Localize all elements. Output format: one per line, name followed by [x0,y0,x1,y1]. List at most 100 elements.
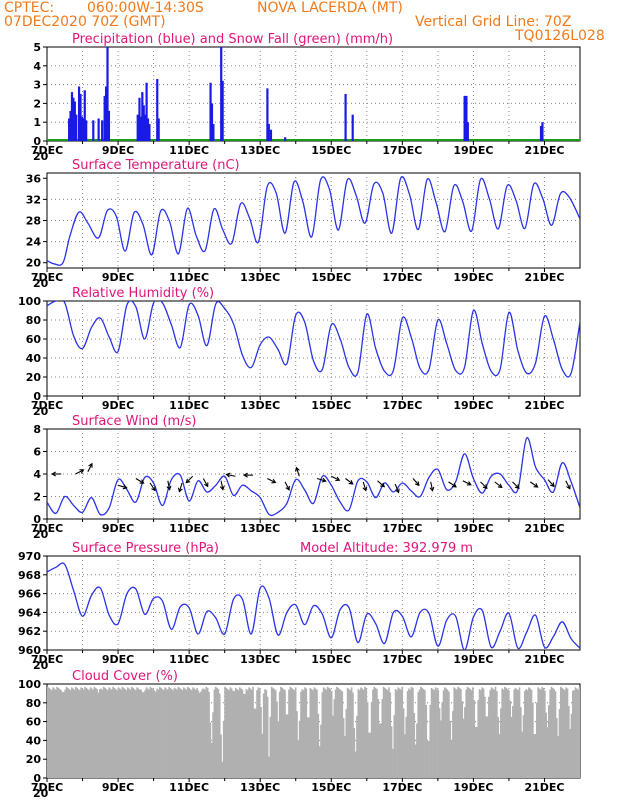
precip-bar [80,116,84,141]
cloud-bar [392,748,394,778]
wind-arrow-head [271,478,277,484]
cloud-bar [204,689,206,778]
cloud-bar [360,687,362,778]
cloud-bar [550,686,553,778]
cloud-bar [321,692,324,778]
cloud-bar [110,689,113,778]
wind-arrow-shaft [345,478,354,485]
cloud-bar [292,689,294,778]
precip-bar [104,86,108,141]
cloud-bar [285,714,288,778]
wind-series-line [47,437,580,517]
precip-bar [103,95,106,141]
cloud-bar [510,716,513,778]
cloud-bar [421,687,424,778]
cloud-bar [141,692,144,778]
cloud-bar [236,689,238,778]
cloud-bar [269,716,272,778]
pres-series-line [47,562,580,650]
cloud-bar [570,713,573,778]
cloud-bar [108,687,110,778]
cloud-bar [72,688,74,778]
cloud-bar [60,690,62,778]
precip-bar [266,88,269,141]
cloud-bar [120,689,122,778]
cloud-bar [253,708,256,778]
cloud-bar [297,740,300,778]
precip-xtick-label: 7DEC [31,144,63,157]
cloud-bar [377,699,380,778]
wind-arrow-head [414,481,420,487]
cloud-bar [545,712,547,778]
wind-arrow-head [550,482,555,488]
pres-xtick-label: 19DEC [453,653,493,666]
rh-plot-area [47,301,580,378]
cloud-bar [190,690,193,778]
cloud-bar [502,689,505,778]
cloud-bar [280,686,282,778]
cloud-bar [482,688,485,778]
precip-year-fragment: 20 [33,150,49,163]
wind-arrow-shaft [565,480,571,490]
wind-arrow-shaft [75,469,84,475]
precip-plot-area [47,47,580,141]
cloud-bar [102,686,105,778]
wind-arrow-head [482,484,488,489]
precip-bar [142,105,145,141]
vertical-grid-line-label: Vertical Grid Line: 70Z [415,14,572,30]
cloud-bar [466,686,469,778]
cloud-bar [338,689,341,778]
cloud-bar [417,692,420,778]
wind-arrow-shaft [316,477,326,482]
temp-series-line [47,176,580,266]
cloud-bar [353,727,356,778]
cloud-bar [554,691,557,778]
cloud-bar [326,686,329,778]
cloud-bar [213,689,216,778]
wind-arrow-shaft [149,482,156,491]
wind-xtick-label: 19DEC [453,522,493,535]
wind-arrow-head [51,471,56,477]
cloud-bar [184,688,186,778]
wind-arrow-head [79,469,85,474]
cloud-bar [478,689,481,778]
pres-xtick-label: 21DEC [524,653,564,666]
cloud-bar [526,690,529,778]
cloud-bar [174,688,177,778]
temp-ytick-label: 36 [26,172,42,185]
wind-arrow-shaft [220,480,224,490]
cloud-bar [78,690,81,778]
cloud-bar [537,687,539,778]
cloud-bar [157,689,160,778]
cloud-bar [574,687,577,778]
cloud-bar [426,741,429,778]
cloud-bar [274,690,277,778]
cloud-bar [412,687,414,778]
cloud-bar [346,687,349,778]
rh-ytick-label: 20 [26,371,42,384]
cloud-bar [118,688,121,778]
temp-ytick-label: 28 [26,215,41,228]
cloud-bar [286,714,289,778]
cloud-bar [189,689,192,778]
precip-bar [284,137,287,141]
cloud-bar [90,688,93,778]
cloud-bar [476,727,478,778]
wind-arrow-head [185,478,191,484]
cloud-xtick-label: 7DEC [31,781,63,794]
cloud-bar [290,687,293,778]
cloud-bar [217,689,220,778]
cloud-bar [249,688,252,778]
cloud-bar [564,690,566,778]
cloud-bar [226,689,229,778]
cloud-bar [66,687,69,778]
wind-arrow-shaft [331,475,340,481]
wind-title: Surface Wind (m/s) [72,414,196,429]
cloud-bar [68,689,70,778]
cloud-xtick-label: 13DEC [240,781,280,794]
cloud-bar [524,690,526,778]
wind-arrow-shaft [430,481,434,491]
temp-xtick-label: 9DEC [102,271,134,284]
cloud-bar [164,687,166,778]
cloud-bar [522,715,525,778]
